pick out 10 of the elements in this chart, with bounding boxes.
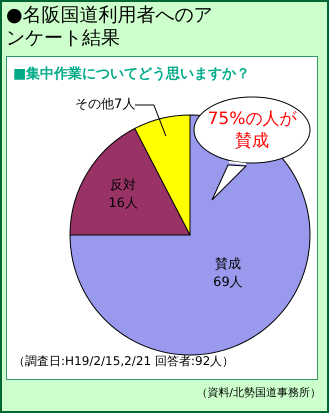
data-label: 16人 — [108, 196, 138, 212]
slice-label: 賛成 — [214, 257, 241, 272]
text: 75%の人が賛成 — [206, 108, 298, 152]
data-label: 69人 — [213, 275, 243, 290]
chart-title: ●名阪国道利用者へのアンケート結果 — [6, 4, 214, 50]
chart-subtitle: ■集中作業についてどう思いますか？ — [13, 65, 250, 83]
text: （調査日:H19/2/15,2/21 回答者:92人） — [13, 353, 234, 370]
text: （資料/北勢国道事務所） — [196, 385, 321, 400]
slice-label: 反対 — [110, 178, 136, 194]
slice-label: その他7人 — [75, 96, 136, 113]
